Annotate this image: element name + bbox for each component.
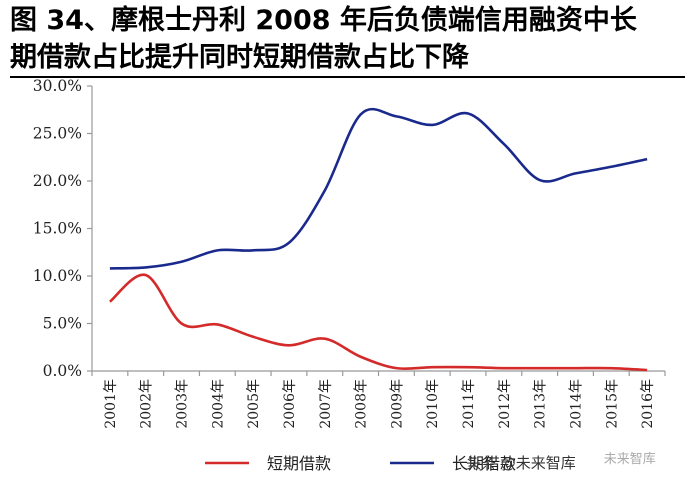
- title-line-2: 期借款占比提升同时短期借款占比下降: [10, 42, 469, 73]
- y-tick-label: 20.0%: [33, 172, 82, 190]
- y-tick-label: 5.0%: [43, 315, 82, 333]
- x-tick-label: 2012年: [497, 379, 513, 429]
- x-tick-label: 2004年: [210, 379, 226, 429]
- watermark-main: 头条 @未来智库: [466, 454, 576, 472]
- x-tick-label: 2015年: [604, 379, 620, 429]
- x-tick-label: 2005年: [246, 379, 262, 429]
- x-tick-label: 2009年: [389, 379, 405, 429]
- watermark: 头条 @未来智库 未来智库: [466, 452, 656, 473]
- y-tick-label: 25.0%: [33, 125, 82, 143]
- x-axis-ticks: 2001年 2002年 2003年 2004年 2005年 2006年 2007年 2008年…: [91, 371, 666, 429]
- x-tick-label: 2008年: [354, 379, 370, 429]
- x-tick-label: 2010年: [425, 379, 441, 429]
- y-tick-label: 30.0%: [33, 77, 82, 95]
- y-tick-label: 0.0%: [43, 362, 82, 380]
- series-line-2: [109, 107, 648, 270]
- x-tick-label: 2016年: [640, 379, 656, 429]
- title-line-1: 图 34、摩根士丹利 2008 年后负债端信用融资中长: [10, 5, 637, 36]
- y-tick-label: 15.0%: [33, 220, 82, 238]
- watermark-sub: 未来智库: [603, 452, 656, 467]
- chart-title: 图 34、摩根士丹利 2008 年后负债端信用融资中长 期借款占比提升同时短期借…: [10, 2, 690, 76]
- series-line-1: [109, 273, 648, 372]
- legend-label-2: 长期借款: [452, 454, 516, 473]
- chart-legend: 短期借款 长期借款: [205, 454, 516, 473]
- chart-axes: [91, 86, 665, 372]
- x-tick-label: 2006年: [282, 379, 298, 429]
- y-axis-ticks: 0.0% 5.0% 10.0% 15.0% 20.0% 25.0% 30.0%: [33, 77, 92, 380]
- title-divider: [10, 76, 685, 78]
- x-tick-label: 2013年: [533, 379, 549, 429]
- legend-label-1: 短期借款: [267, 454, 331, 473]
- chart-series: [109, 107, 648, 372]
- x-tick-label: 2011年: [461, 379, 477, 429]
- x-tick-label: 2003年: [175, 379, 191, 429]
- x-tick-label: 2001年: [103, 379, 119, 429]
- x-tick-label: 2014年: [568, 379, 584, 429]
- x-tick-label: 2002年: [139, 379, 155, 429]
- x-tick-label: 2007年: [318, 379, 334, 429]
- y-tick-label: 10.0%: [33, 267, 82, 285]
